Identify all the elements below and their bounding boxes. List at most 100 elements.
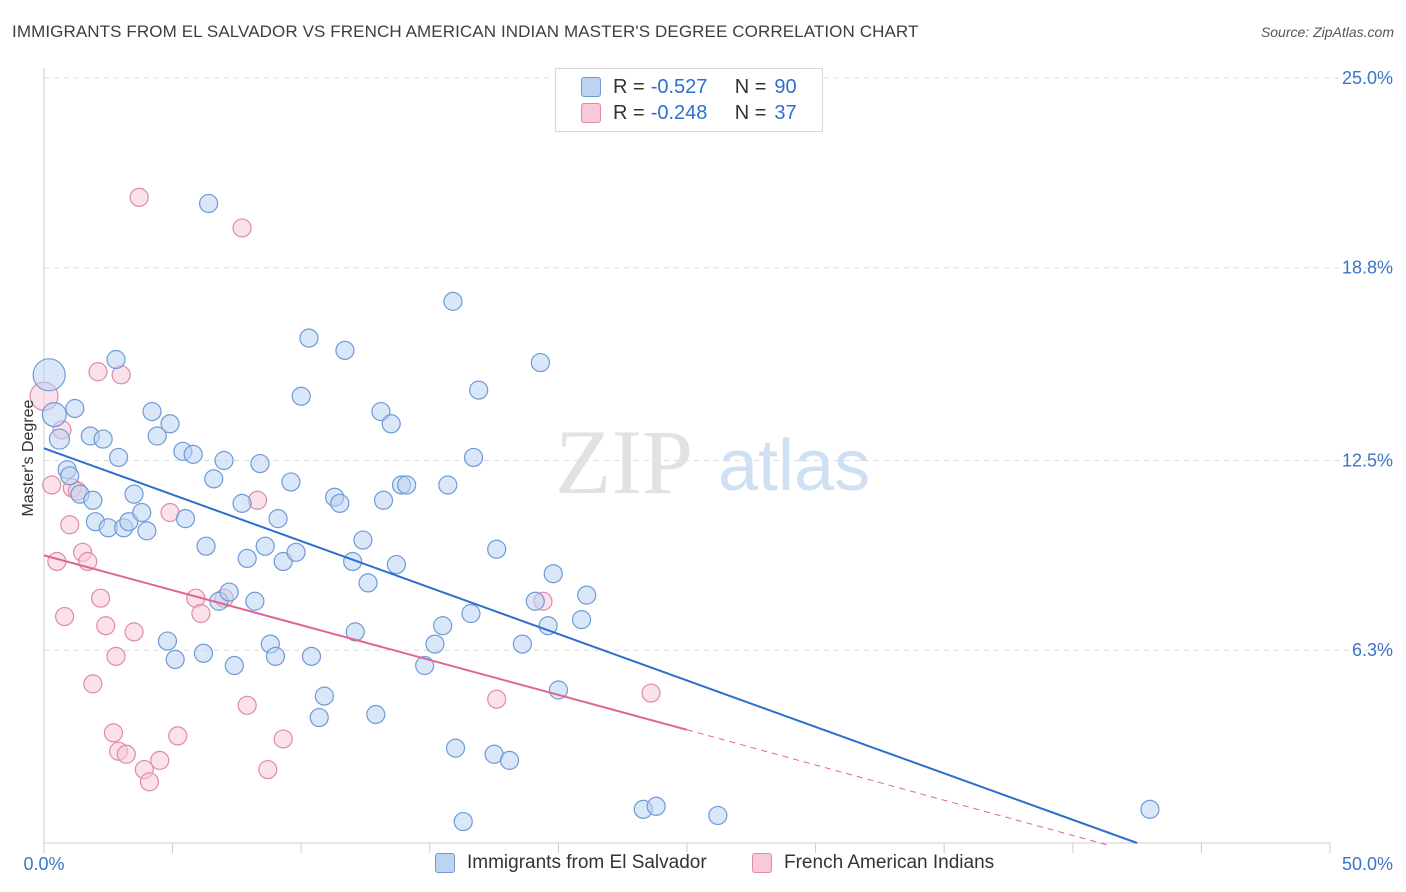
data-point-blue	[237, 548, 257, 569]
data-point-pink	[103, 723, 124, 743]
data-point-blue	[330, 493, 350, 513]
axes	[43, 68, 1331, 853]
data-point-pink	[90, 588, 111, 608]
data-point-blue	[147, 426, 167, 446]
r-value: -0.248	[650, 101, 708, 124]
data-point-blue	[286, 542, 306, 562]
data-point-pink	[96, 616, 116, 636]
data-point-blue	[443, 291, 463, 311]
n-value: 90	[774, 75, 797, 98]
data-point-pink	[232, 218, 252, 238]
data-point-blue	[60, 466, 80, 486]
n-label: N =	[734, 75, 767, 98]
data-point-pink	[168, 726, 188, 746]
legend-item-el-salvador[interactable]: Immigrants from El Salvador	[435, 852, 707, 874]
data-point-blue	[433, 616, 453, 636]
data-point-blue	[193, 643, 214, 663]
data-point-blue	[265, 646, 286, 666]
legend-stats: R = -0.527 N = 90 R = -0.248 N = 37	[555, 68, 823, 132]
data-point-blue	[646, 796, 666, 816]
x-tick-label: 50.0%	[1342, 854, 1393, 874]
pink-swatch-icon	[752, 853, 772, 873]
data-point-blue	[108, 447, 129, 468]
data-point-blue	[196, 536, 216, 556]
data-point-blue	[386, 554, 406, 575]
data-point-blue	[371, 401, 391, 422]
data-point-blue	[335, 340, 355, 360]
r-value: -0.527	[650, 75, 708, 98]
legend-label: French American Indians	[784, 852, 995, 873]
n-label: N =	[734, 101, 767, 124]
data-point-pink	[42, 475, 62, 495]
data-point-blue	[1140, 799, 1160, 819]
legend-series: Immigrants from El Salvador French Ameri…	[0, 852, 1406, 878]
data-point-blue	[214, 450, 234, 471]
data-point-blue	[469, 380, 489, 400]
data-point-pink	[124, 622, 144, 642]
data-point-blue	[83, 490, 103, 510]
data-point-blue	[291, 386, 311, 406]
data-point-pink	[237, 695, 257, 715]
data-point-pink	[273, 729, 293, 749]
data-point-blue	[124, 484, 144, 504]
chart-title: IMMIGRANTS FROM EL SALVADOR VS FRENCH AM…	[12, 22, 919, 41]
y-tick-label: 12.5%	[1342, 451, 1393, 471]
legend-row-blue: R = -0.527 N = 90	[581, 74, 797, 100]
data-point-blue	[353, 530, 373, 550]
n-value: 37	[774, 101, 797, 124]
data-point-blue	[438, 475, 458, 495]
data-point-pink	[129, 187, 149, 207]
data-point-blue	[358, 573, 378, 593]
r-label: R =	[613, 101, 645, 124]
data-point-blue	[381, 414, 401, 434]
r-label: R =	[613, 75, 645, 98]
data-point-blue	[314, 686, 334, 706]
data-point-blue	[543, 564, 563, 584]
trend-line-pink-dashed	[686, 729, 1112, 847]
data-point-blue	[250, 453, 270, 474]
data-point-pink	[150, 750, 170, 770]
source-label: Source: ZipAtlas.com	[1260, 24, 1394, 40]
data-point-blue	[268, 509, 288, 529]
data-point-blue	[106, 349, 126, 370]
data-point-blue	[165, 649, 185, 670]
y-tick-label: 25.0%	[1342, 68, 1393, 88]
data-point-pink	[139, 772, 160, 792]
data-point-pink	[83, 674, 103, 694]
data-point-blue	[219, 582, 239, 602]
data-point-blue	[343, 551, 363, 572]
data-point-pink	[258, 759, 278, 780]
legend-row-pink: R = -0.248 N = 37	[581, 100, 797, 126]
data-point-blue	[463, 447, 484, 468]
data-point-blue	[538, 616, 558, 636]
data-point-blue	[309, 707, 329, 728]
watermark-atlas: atlas	[718, 426, 870, 506]
data-point-blue	[487, 539, 507, 559]
data-point-blue	[571, 610, 592, 630]
data-point-blue	[445, 738, 466, 758]
data-point-blue	[425, 634, 445, 654]
trend-line-pink	[43, 554, 688, 731]
data-point-blue	[299, 328, 319, 348]
data-point-blue	[232, 493, 252, 513]
data-point-blue	[41, 402, 67, 428]
data-point-blue	[224, 655, 244, 676]
data-point-blue	[525, 591, 545, 611]
data-point-pink	[54, 606, 75, 627]
data-point-blue	[345, 622, 365, 642]
y-tick-label: 6.3%	[1352, 640, 1393, 660]
legend-item-french-american-indians[interactable]: French American Indians	[752, 852, 994, 874]
watermark-zip: ZIP	[555, 411, 693, 513]
data-point-blue	[199, 193, 219, 214]
data-point-blue	[48, 428, 71, 450]
data-point-blue	[397, 475, 417, 495]
data-point-blue	[301, 646, 322, 666]
data-point-pink	[88, 362, 108, 382]
data-point-blue	[160, 414, 180, 434]
data-point-blue	[512, 634, 532, 654]
trend-line-blue	[43, 447, 1138, 844]
data-point-blue	[137, 521, 157, 541]
data-point-blue	[245, 591, 265, 611]
data-point-blue	[453, 811, 473, 832]
